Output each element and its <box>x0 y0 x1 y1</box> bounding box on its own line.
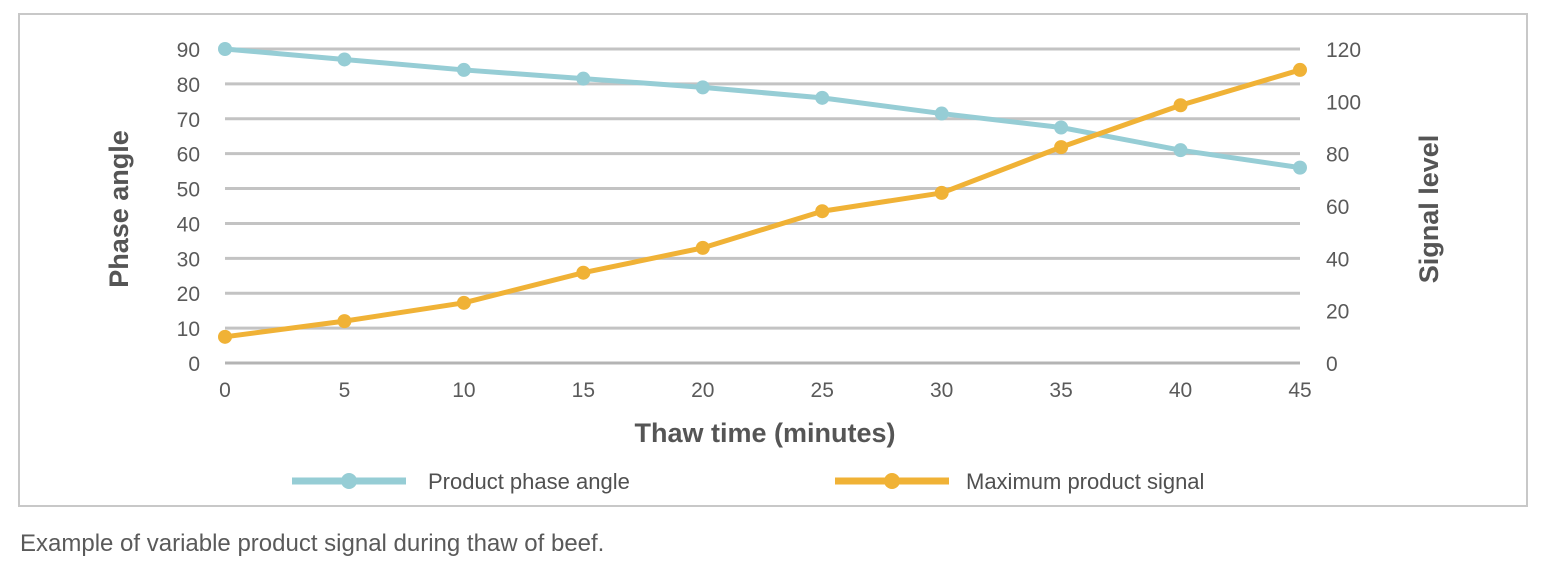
data-point <box>1293 160 1307 175</box>
legend: Product phase angle Maximum product sign… <box>292 469 1204 494</box>
y-tick-label: 50 <box>177 179 200 202</box>
data-point <box>456 295 471 310</box>
y-tick-label: 60 <box>177 144 200 167</box>
y-tick-label: 10 <box>177 318 200 341</box>
y2-tick-label: 40 <box>1326 248 1349 271</box>
y2-tick-label: 20 <box>1326 301 1349 324</box>
legend-swatch-marker <box>884 473 900 489</box>
y-tick-label: 90 <box>177 39 200 62</box>
series-phase-angle <box>218 42 1307 175</box>
x-tick-label: 30 <box>930 379 953 402</box>
x-axis-title: Thaw time (minutes) <box>634 418 895 448</box>
data-point <box>1293 62 1307 77</box>
series-layer <box>218 42 1307 344</box>
x-axis-ticks: 0 5 10 15 20 25 30 35 40 45 <box>219 379 1312 402</box>
y-tick-label: 80 <box>177 74 200 97</box>
data-point <box>456 62 471 77</box>
data-point <box>576 71 591 86</box>
data-point <box>934 106 949 121</box>
y-tick-label: 20 <box>177 283 200 306</box>
y2-tick-label: 0 <box>1326 353 1338 376</box>
x-tick-label: 0 <box>219 379 231 402</box>
series-line <box>222 67 1303 340</box>
series-max-signal <box>218 62 1307 344</box>
series-line <box>222 46 1303 171</box>
data-point <box>337 52 352 67</box>
x-tick-label: 40 <box>1169 379 1192 402</box>
data-point <box>695 240 710 255</box>
data-point <box>337 314 352 329</box>
legend-label-phase-angle: Product phase angle <box>428 469 630 494</box>
y2-tick-label: 80 <box>1326 144 1349 167</box>
data-point <box>815 204 830 219</box>
y-axis-ticks: 0 10 20 30 40 50 60 70 80 90 <box>177 39 200 376</box>
data-point <box>934 185 949 200</box>
data-point <box>1173 143 1188 158</box>
legend-label-max-signal: Maximum product signal <box>966 469 1204 494</box>
y2-tick-label: 120 <box>1326 39 1361 62</box>
data-point <box>695 80 710 95</box>
legend-item-max-signal: Maximum product signal <box>835 469 1204 494</box>
y-tick-label: 0 <box>188 353 200 376</box>
y2-tick-label: 100 <box>1326 91 1361 114</box>
data-point <box>1173 98 1188 113</box>
legend-swatch-marker <box>341 473 357 489</box>
y2-tick-label: 60 <box>1326 196 1349 219</box>
legend-item-phase-angle: Product phase angle <box>292 469 630 494</box>
figure-caption: Example of variable product signal durin… <box>20 530 605 557</box>
data-point <box>815 90 830 105</box>
y-tick-label: 70 <box>177 109 200 132</box>
x-tick-label: 15 <box>572 379 595 402</box>
gridlines <box>225 47 1300 365</box>
y-axis-title: Phase angle <box>104 130 134 288</box>
y-tick-label: 40 <box>177 213 200 236</box>
x-tick-label: 25 <box>811 379 834 402</box>
x-tick-label: 10 <box>452 379 475 402</box>
y-tick-label: 30 <box>177 248 200 271</box>
chart-frame: 0 10 20 30 40 50 60 70 80 90 0 20 40 60 80 100 120 0 5 10… <box>18 13 1528 507</box>
data-point <box>576 265 591 280</box>
x-tick-label: 35 <box>1049 379 1072 402</box>
data-point <box>218 42 232 56</box>
data-point <box>218 329 232 344</box>
line-chart: 0 10 20 30 40 50 60 70 80 90 0 20 40 60 80 100 120 0 5 10… <box>104 39 1444 494</box>
x-tick-label: 20 <box>691 379 714 402</box>
y2-axis-ticks: 0 20 40 60 80 100 120 <box>1326 39 1361 376</box>
x-tick-label: 45 <box>1288 379 1311 402</box>
y2-axis-title: Signal level <box>1414 135 1444 284</box>
data-point <box>1054 120 1069 135</box>
x-tick-label: 5 <box>339 379 351 402</box>
data-point <box>1054 140 1069 155</box>
